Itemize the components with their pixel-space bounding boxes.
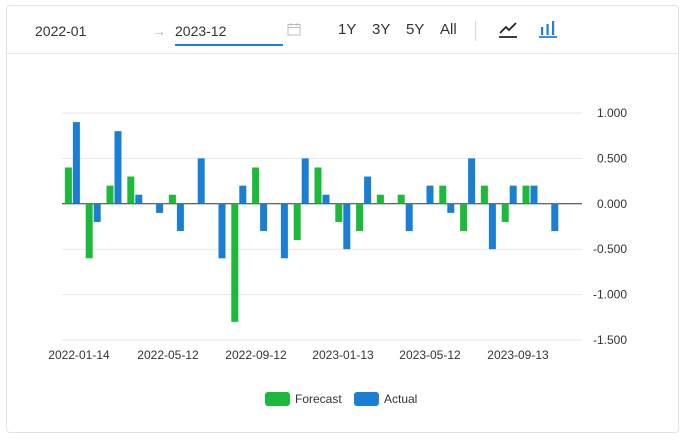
bar-actual[interactable]: [468, 158, 476, 204]
bar-actual[interactable]: [551, 203, 559, 232]
bar-actual[interactable]: [218, 203, 226, 259]
date-range-arrow-icon: →: [152, 23, 166, 39]
bar-forecast[interactable]: [501, 203, 509, 222]
bar-forecast[interactable]: [64, 167, 72, 204]
range-1y-button[interactable]: 1Y: [338, 21, 357, 38]
bar-actual[interactable]: [114, 131, 122, 204]
y-tick-label: 1.000: [597, 106, 627, 120]
bar-actual[interactable]: [447, 203, 455, 213]
bar-forecast[interactable]: [460, 203, 468, 232]
x-tick-label: 2022-01-14: [48, 348, 110, 362]
bar-actual[interactable]: [364, 176, 372, 204]
x-tick-label: 2023-01-13: [312, 348, 374, 362]
bar-actual[interactable]: [488, 203, 496, 250]
chart-card: 2022-01 → 2023-12 1Y 3Y 5Y All 1.000 0.50…: [6, 5, 679, 433]
bar-forecast[interactable]: [106, 185, 114, 204]
y-tick-label: -1.000: [593, 288, 627, 302]
bar-forecast[interactable]: [252, 167, 260, 204]
calendar-icon[interactable]: [287, 22, 301, 36]
range-3y-button[interactable]: 3Y: [372, 21, 391, 38]
bar-forecast[interactable]: [335, 203, 343, 222]
x-tick-label: 2023-09-13: [487, 348, 549, 362]
bar-chart-icon[interactable]: [538, 19, 558, 39]
toolbar-divider: [475, 21, 476, 41]
legend-label-forecast: Forecast: [295, 392, 342, 406]
bar-forecast[interactable]: [397, 194, 405, 204]
bar-actual[interactable]: [135, 194, 143, 204]
bar-actual[interactable]: [301, 158, 309, 204]
bar-chart: 1.000 0.500 0.000 -0.500 -1.000 -1.500 2022-01…: [48, 106, 627, 362]
bar-forecast[interactable]: [376, 194, 384, 204]
bar-actual[interactable]: [530, 185, 538, 204]
bar-actual[interactable]: [176, 203, 184, 232]
legend-swatch-forecast: [265, 392, 290, 406]
bar-actual[interactable]: [405, 203, 413, 232]
bar-forecast[interactable]: [439, 185, 447, 204]
bar-forecast[interactable]: [522, 185, 530, 204]
x-tick-label: 2022-05-12: [137, 348, 199, 362]
bar-forecast[interactable]: [480, 185, 488, 204]
bar-actual[interactable]: [260, 203, 268, 232]
start-date-input[interactable]: 2022-01: [35, 23, 87, 39]
bar-forecast[interactable]: [314, 167, 322, 204]
bar-actual[interactable]: [72, 122, 80, 204]
bar-actual[interactable]: [93, 203, 101, 222]
line-chart-icon[interactable]: [498, 19, 518, 39]
chart-legend: Forecast Actual: [7, 390, 678, 410]
y-tick-label: 0.000: [597, 197, 627, 211]
y-tick-label: -0.500: [593, 242, 627, 256]
bar-forecast[interactable]: [127, 176, 135, 204]
legend-label-actual: Actual: [384, 392, 418, 406]
y-tick-label: -1.500: [593, 333, 627, 347]
bar-actual[interactable]: [239, 185, 247, 204]
toolbar: 2022-01 → 2023-12 1Y 3Y 5Y All: [7, 6, 678, 54]
bar-actual[interactable]: [426, 185, 434, 204]
bar-actual[interactable]: [343, 203, 351, 250]
range-all-button[interactable]: All: [440, 21, 457, 38]
range-5y-button[interactable]: 5Y: [406, 21, 425, 38]
bar-forecast[interactable]: [85, 203, 93, 259]
legend-swatch-actual: [354, 392, 379, 406]
bar-actual[interactable]: [197, 158, 205, 204]
x-tick-label: 2023-05-12: [399, 348, 461, 362]
end-date-input[interactable]: 2023-12: [175, 20, 283, 46]
bar-forecast[interactable]: [293, 203, 301, 241]
y-tick-label: 0.500: [597, 151, 627, 165]
bar-forecast[interactable]: [168, 194, 176, 204]
x-tick-label: 2022-09-12: [225, 348, 287, 362]
bar-forecast[interactable]: [356, 203, 364, 232]
bar-actual[interactable]: [322, 194, 330, 204]
bar-actual[interactable]: [280, 203, 288, 259]
bar-forecast[interactable]: [231, 203, 239, 322]
bar-actual[interactable]: [156, 203, 164, 213]
bar-actual[interactable]: [509, 185, 517, 204]
